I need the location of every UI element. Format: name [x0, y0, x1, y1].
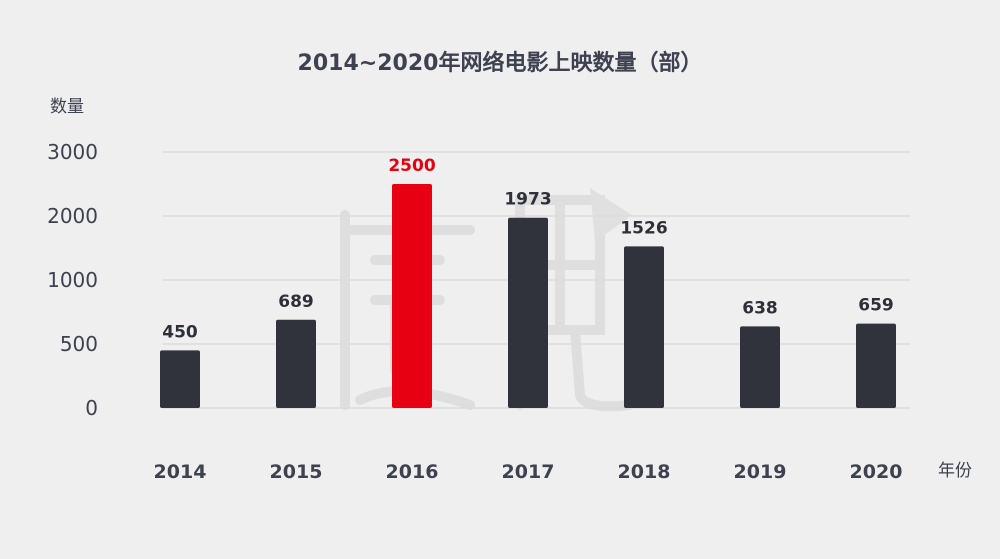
y-axis-label: 数量: [50, 97, 84, 117]
bar-2016: [392, 184, 432, 408]
x-tick-label: 2014: [154, 461, 207, 483]
data-label-2017: 1973: [504, 190, 551, 210]
data-label-2018: 1526: [620, 218, 667, 238]
y-tick-label: 1000: [47, 268, 98, 292]
x-tick-label: 2020: [850, 461, 903, 483]
y-tick-labels: 0 500 1000 2000 3000: [47, 140, 98, 420]
data-label-2014: 450: [162, 322, 198, 342]
data-label-2019: 638: [742, 298, 778, 318]
x-tick-label: 2016: [386, 461, 439, 483]
bar-2020: [856, 323, 896, 408]
x-tick-label: 2017: [502, 461, 555, 483]
x-tick-label: 2019: [734, 461, 787, 483]
bar-2014: [160, 350, 200, 408]
bar-2019: [740, 326, 780, 408]
bar-2018: [624, 246, 664, 408]
x-tick-label: 2018: [618, 461, 671, 483]
chart-title: 2014~2020年网络电影上映数量（部）: [298, 50, 703, 76]
y-tick-label: 3000: [47, 140, 98, 164]
bar-2015: [276, 319, 316, 408]
bars: [160, 184, 896, 408]
x-axis-label: 年份: [938, 461, 972, 481]
bar-2017: [508, 217, 548, 408]
y-tick-label: 0: [85, 396, 98, 420]
x-tick-label: 2015: [270, 461, 323, 483]
watermark-logo: [340, 188, 635, 412]
y-tick-label: 500: [60, 332, 98, 356]
y-tick-label: 2000: [47, 204, 98, 228]
data-labels: 450 689 2500 1973 1526 638 659: [162, 156, 894, 342]
x-tick-labels: 2014 2015 2016 2017 2018 2019 2020: [154, 461, 903, 483]
data-label-2020: 659: [858, 296, 894, 316]
data-label-2016: 2500: [388, 156, 435, 176]
data-label-2015: 689: [278, 292, 314, 312]
